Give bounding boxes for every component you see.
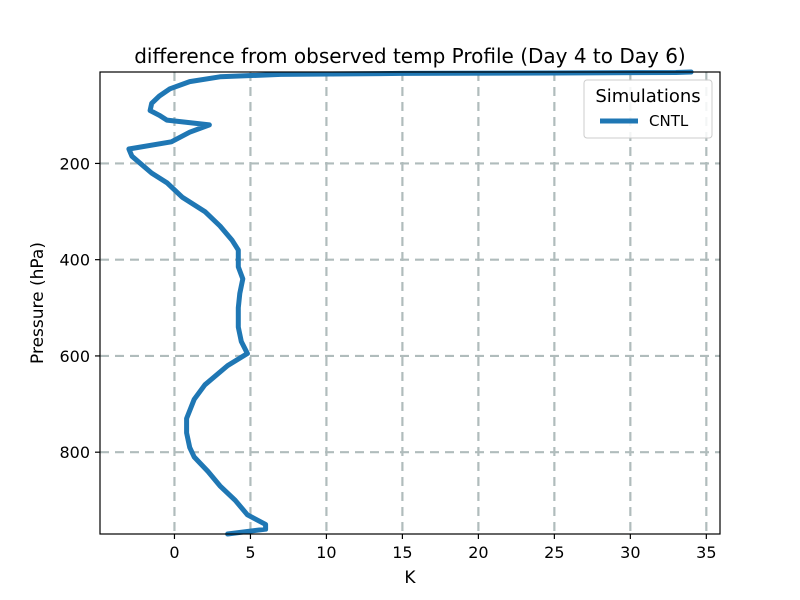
x-tick-label: 5 <box>245 543 255 562</box>
series-line-cntl <box>126 69 694 537</box>
legend: Simulations CNTL <box>583 79 713 139</box>
plot-area-frame <box>99 71 721 535</box>
y-axis-ticks: 200 400 600 800 <box>59 154 100 462</box>
x-tick-label: 20 <box>468 543 488 562</box>
x-axis-ticks: 0 5 10 15 20 25 30 35 <box>169 534 717 562</box>
x-tick-label: 10 <box>316 543 336 562</box>
x-tick-label: 25 <box>544 543 564 562</box>
grid <box>100 72 720 534</box>
y-axis-label: Pressure (hPa) <box>28 242 48 364</box>
series-group <box>126 69 694 537</box>
legend-label-cntl: CNTL <box>649 112 689 130</box>
y-tick-label: 800 <box>59 443 90 462</box>
x-tick-label: 35 <box>696 543 716 562</box>
x-tick-label: 15 <box>392 543 412 562</box>
y-tick-label: 200 <box>59 154 90 173</box>
y-tick-label: 600 <box>59 347 90 366</box>
chart-title: difference from observed temp Profile (D… <box>134 44 686 68</box>
legend-title: Simulations <box>595 86 700 107</box>
x-tick-label: 0 <box>169 543 179 562</box>
x-tick-label: 30 <box>620 543 640 562</box>
x-axis-label: K <box>404 568 416 588</box>
y-tick-label: 400 <box>59 251 90 270</box>
